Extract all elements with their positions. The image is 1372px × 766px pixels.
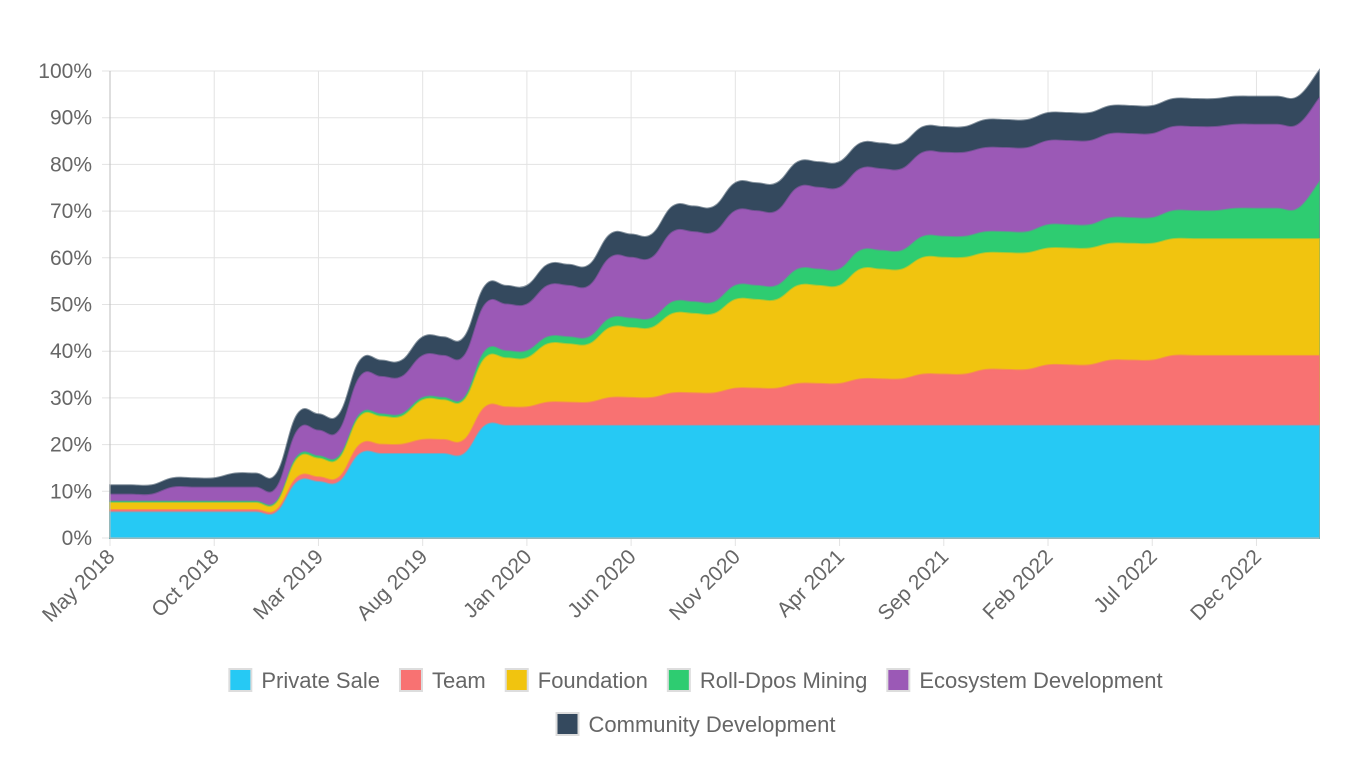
legend-label: Team bbox=[432, 668, 486, 693]
legend-item-team[interactable]: Team bbox=[398, 668, 486, 693]
y-tick-label: 50% bbox=[50, 294, 92, 317]
legend-item-private-sale[interactable]: Private Sale bbox=[228, 668, 380, 693]
y-tick-label: 0% bbox=[62, 527, 92, 550]
x-tick-label: Jun 2020 bbox=[563, 545, 640, 622]
legend-item-ecosystem-development[interactable]: Ecosystem Development bbox=[886, 668, 1163, 693]
y-tick-label: 80% bbox=[50, 153, 92, 176]
legend-swatch bbox=[228, 668, 253, 692]
x-tick-label: May 2018 bbox=[38, 545, 119, 626]
x-tick-label: Jul 2022 bbox=[1089, 545, 1161, 617]
legend-label: Private Sale bbox=[261, 668, 380, 693]
legend-swatch bbox=[555, 712, 580, 736]
legend-swatch bbox=[504, 668, 529, 692]
x-tick-label: Feb 2022 bbox=[979, 545, 1058, 624]
y-tick-label: 70% bbox=[50, 200, 92, 223]
x-tick-label: Nov 2020 bbox=[665, 545, 745, 625]
y-tick-label: 10% bbox=[50, 480, 92, 503]
legend-item-roll-dpos-mining[interactable]: Roll-Dpos Mining bbox=[666, 668, 868, 693]
series-areas bbox=[109, 68, 1320, 539]
x-tick-label: Mar 2019 bbox=[249, 545, 328, 624]
legend: Private Sale Team Foundation Roll-Dpos Mini… bbox=[228, 668, 1163, 737]
x-tick-label: Oct 2018 bbox=[147, 545, 224, 622]
y-tick-label: 30% bbox=[50, 387, 92, 410]
x-tick-label: Aug 2019 bbox=[352, 545, 432, 625]
x-tick-label: Jan 2020 bbox=[459, 545, 536, 622]
y-tick-label: 20% bbox=[50, 434, 92, 457]
y-tick-label: 100% bbox=[38, 60, 92, 83]
y-tick-label: 90% bbox=[50, 107, 92, 130]
legend-label: Ecosystem Development bbox=[919, 668, 1162, 693]
legend-label: Roll-Dpos Mining bbox=[700, 668, 868, 693]
legend-swatch bbox=[666, 668, 691, 692]
legend-swatch bbox=[398, 668, 423, 692]
legend-item-foundation[interactable]: Foundation bbox=[504, 668, 648, 693]
x-tick-label: Sep 2021 bbox=[873, 545, 953, 625]
x-tick-label: Dec 2022 bbox=[1186, 545, 1266, 625]
legend-item-community-development[interactable]: Community Development bbox=[555, 712, 836, 737]
y-tick-label: 60% bbox=[50, 247, 92, 270]
y-tick-label: 40% bbox=[50, 340, 92, 363]
legend-swatch bbox=[886, 668, 911, 692]
area-private-sale[interactable] bbox=[109, 422, 1320, 539]
legend-label: Foundation bbox=[538, 668, 648, 693]
x-tick-label: Apr 2021 bbox=[773, 545, 850, 622]
legend-label: Community Development bbox=[589, 712, 836, 737]
